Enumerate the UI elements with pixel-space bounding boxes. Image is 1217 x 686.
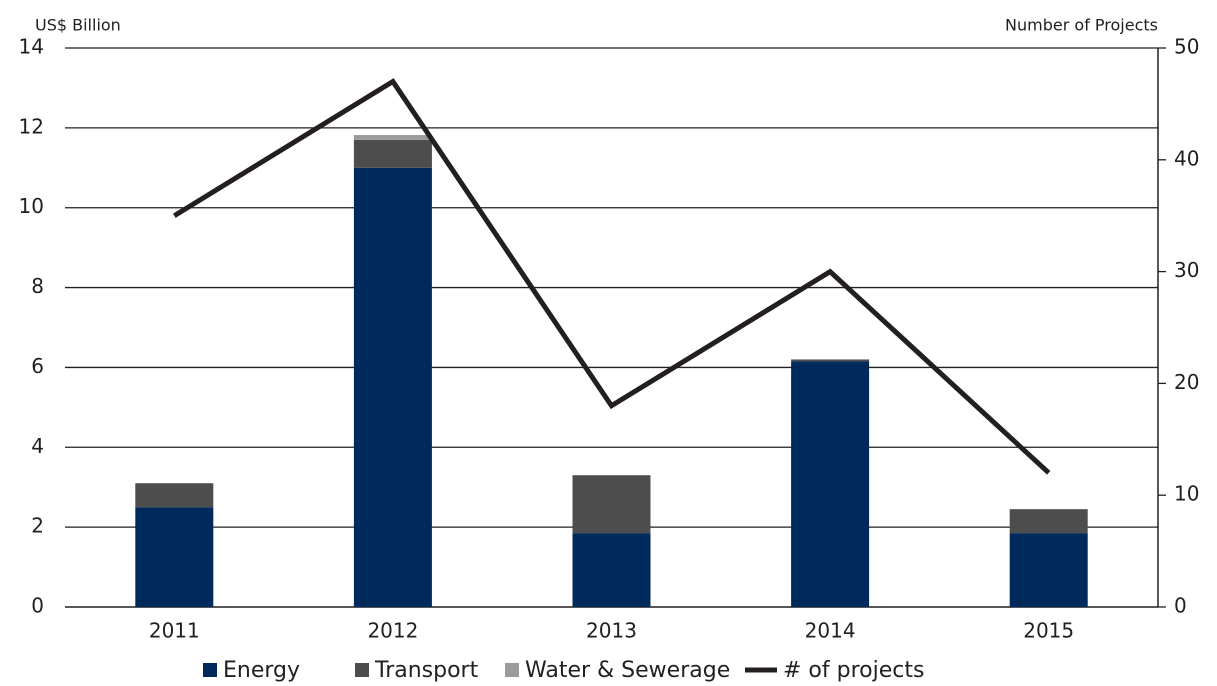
y2-tick-label: 10 xyxy=(1174,482,1199,506)
y2-axis-label: Number of Projects xyxy=(1005,16,1158,35)
y2-tick-label: 30 xyxy=(1174,258,1199,282)
bar-segment xyxy=(791,359,870,362)
bar-segment xyxy=(1009,509,1088,534)
legend-label: Transport xyxy=(374,658,479,683)
legend-swatch xyxy=(505,663,519,677)
x-tick-label: 2013 xyxy=(586,619,637,643)
bar-segment xyxy=(353,139,432,168)
legend-swatch xyxy=(355,663,369,677)
y2-tick-label: 40 xyxy=(1174,146,1199,170)
x-tick-label: 2011 xyxy=(149,619,200,643)
x-tick-label: 2015 xyxy=(1023,619,1074,643)
legend-label: # of projects xyxy=(783,658,924,683)
bar-segment xyxy=(353,167,432,608)
x-tick-label: 2012 xyxy=(367,619,418,643)
legend-label: Water & Sewerage xyxy=(525,658,730,683)
x-tick-label: 2014 xyxy=(805,619,856,643)
bar-segment xyxy=(135,507,214,607)
bar-segment xyxy=(135,483,214,508)
y-tick-label: 2 xyxy=(31,514,44,538)
y2-tick-label: 20 xyxy=(1174,370,1199,394)
y-tick-label: 8 xyxy=(31,274,44,298)
bar-segment xyxy=(572,475,651,534)
y-tick-label: 0 xyxy=(31,594,44,618)
y2-tick-label: 0 xyxy=(1174,594,1187,618)
y-tick-label: 4 xyxy=(31,434,44,458)
bar-segment xyxy=(572,533,651,607)
legend-swatch xyxy=(203,663,217,677)
y-tick-label: 10 xyxy=(19,194,44,218)
y-tick-label: 14 xyxy=(19,35,44,59)
y2-tick-label: 50 xyxy=(1174,35,1199,59)
y-axis-label: US$ Billion xyxy=(35,16,121,35)
line-series xyxy=(172,78,1051,475)
y-tick-label: 6 xyxy=(31,354,44,378)
bar-segment xyxy=(353,135,432,140)
bar-segment xyxy=(1009,533,1088,607)
bar-segment xyxy=(791,361,870,607)
legend-label: Energy xyxy=(223,658,300,683)
y-tick-label: 12 xyxy=(19,114,44,138)
